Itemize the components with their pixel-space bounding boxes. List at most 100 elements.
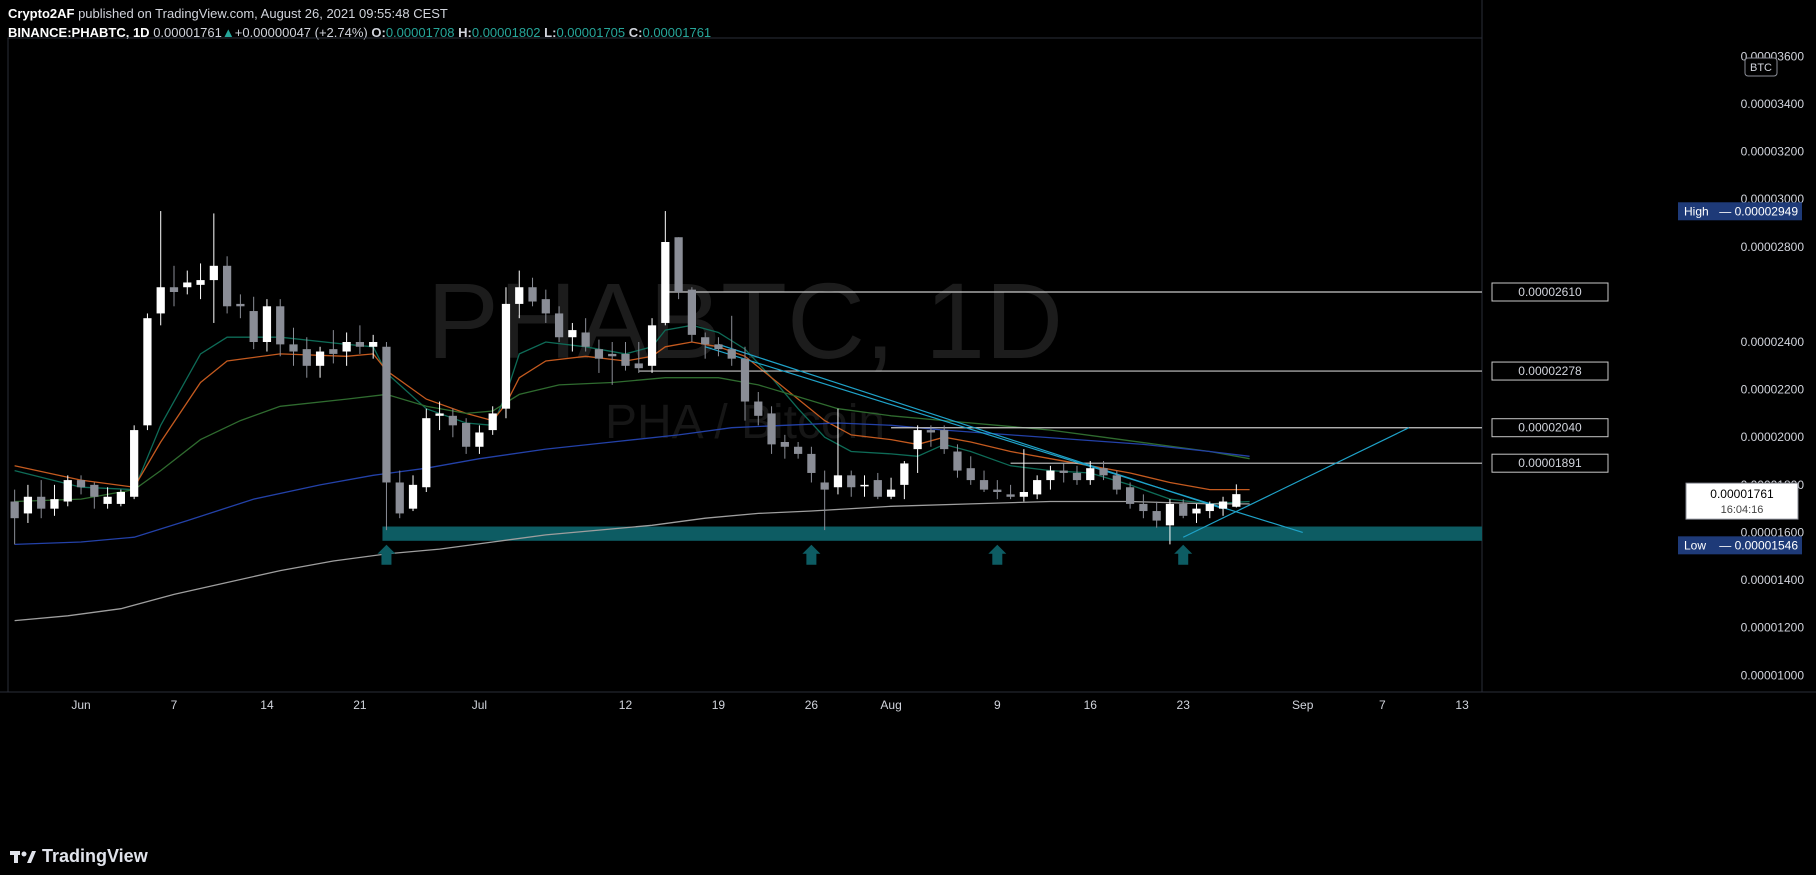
high-key: H: — [458, 25, 472, 40]
y-tick-label: 0.00001000 — [1741, 668, 1805, 682]
symbol-label[interactable]: BINANCE:PHABTC, 1D — [8, 25, 150, 40]
y-tick-label: 0.00003400 — [1741, 97, 1805, 111]
candle-body — [1165, 503, 1175, 526]
candle-body — [1072, 472, 1082, 481]
level-price-tag: 0.00002040 — [1518, 421, 1582, 435]
candle-body — [23, 496, 33, 514]
author-name[interactable]: Crypto2AF — [8, 6, 75, 21]
tradingview-logo[interactable]: TradingView — [10, 846, 148, 867]
candle-body — [1139, 503, 1148, 512]
candle-body — [594, 349, 604, 359]
indicator-ema-mid — [14, 341, 1250, 491]
candle-body — [116, 492, 125, 504]
level-price-tag-box — [1491, 453, 1609, 473]
candle-body — [50, 499, 59, 509]
candle-body — [794, 446, 803, 454]
candle-body — [76, 480, 86, 488]
y-tick-label: 0.00001400 — [1741, 573, 1805, 587]
candle-body — [807, 453, 816, 473]
candle-body — [369, 342, 378, 347]
x-tick-label: 13 — [1455, 698, 1469, 712]
bar-countdown: 16:04:16 — [1721, 504, 1764, 516]
candle-body — [886, 489, 896, 497]
y-tick-label: 0.00003200 — [1741, 145, 1805, 159]
candle-body — [1059, 470, 1068, 473]
high-value: 0.00001802 — [471, 25, 541, 40]
high-label-value: — 0.00002949 — [1719, 204, 1798, 218]
candle-body — [993, 489, 1002, 492]
trendline — [704, 346, 1303, 534]
candle-body — [1019, 492, 1028, 497]
candle-body — [408, 484, 418, 509]
candle-body — [767, 413, 776, 445]
tradingview-logo-text: TradingView — [42, 846, 148, 866]
x-tick-label: 26 — [805, 698, 819, 712]
last-price-tag: 0.00001761 — [1710, 487, 1774, 501]
low-key: L: — [544, 25, 557, 40]
candle-body — [342, 342, 351, 352]
y-tick-label: 0.00002000 — [1741, 430, 1805, 444]
candle-body — [541, 299, 550, 314]
candle-body — [833, 475, 843, 488]
candle-body — [900, 463, 909, 485]
candle-body — [608, 353, 617, 357]
up-arrow-icon — [377, 544, 396, 565]
y-tick-label: 0.00001200 — [1741, 621, 1805, 635]
last-price: 0.00001761 — [153, 25, 222, 40]
x-tick-label: 12 — [619, 698, 633, 712]
candle-body — [581, 332, 590, 347]
candle-body — [740, 358, 750, 402]
candle-body — [568, 330, 577, 338]
low-label-value: — 0.00001546 — [1719, 538, 1798, 552]
level-price-tag-box — [1491, 282, 1609, 302]
candle-body — [873, 480, 882, 497]
candle-body — [183, 282, 192, 288]
candle-body — [634, 363, 643, 369]
candle-body — [302, 349, 311, 366]
up-triangle-icon: ▲ — [221, 25, 235, 40]
y-tick-label: 0.00002800 — [1741, 240, 1805, 254]
candle-body — [714, 344, 723, 350]
tradingview-logo-icon — [10, 850, 36, 863]
candle-body — [913, 430, 922, 450]
x-tick-label: 19 — [712, 698, 726, 712]
candle-body — [276, 306, 285, 345]
candle-body — [647, 325, 657, 366]
candle-body — [196, 280, 205, 285]
y-tick-label: 0.00002200 — [1741, 383, 1805, 397]
candle-body — [355, 342, 365, 347]
last-price-tag-box — [1685, 482, 1799, 520]
low-label-box — [1678, 536, 1802, 555]
level-price-tag: 0.00002610 — [1518, 285, 1582, 299]
candle-body — [501, 303, 511, 409]
low-value: 0.00001705 — [556, 25, 626, 40]
chart-header: Crypto2AF published on TradingView.com, … — [8, 4, 711, 42]
x-tick-label: Aug — [880, 698, 901, 712]
x-tick-label: 9 — [994, 698, 1001, 712]
candle-body — [621, 353, 630, 366]
candle-body — [1033, 480, 1042, 495]
level-price-tag-box — [1491, 418, 1609, 438]
candle-body — [249, 311, 258, 342]
candle-body — [236, 303, 245, 307]
candle-body — [554, 313, 564, 338]
price-change: +0.00000047 (+2.74%) — [234, 25, 368, 40]
publish-info: published on TradingView.com, August 26,… — [78, 6, 448, 21]
candle-body — [90, 484, 99, 497]
candle-body — [953, 451, 962, 471]
level-price-tag: 0.00001891 — [1518, 456, 1582, 470]
candle-body — [515, 287, 524, 304]
open-key: O: — [371, 25, 386, 40]
candle-body — [926, 430, 936, 433]
candle-body — [156, 287, 165, 314]
candle-body — [847, 475, 856, 488]
high-label-box — [1678, 202, 1802, 221]
candle-body — [1232, 494, 1241, 507]
y-tick-label: 0.00002400 — [1741, 335, 1805, 349]
x-tick-label: 7 — [171, 698, 178, 712]
indicator-ma-blue — [14, 422, 1250, 546]
candle-body — [674, 237, 683, 292]
candle-body — [780, 442, 789, 447]
x-tick-label: 14 — [260, 698, 274, 712]
